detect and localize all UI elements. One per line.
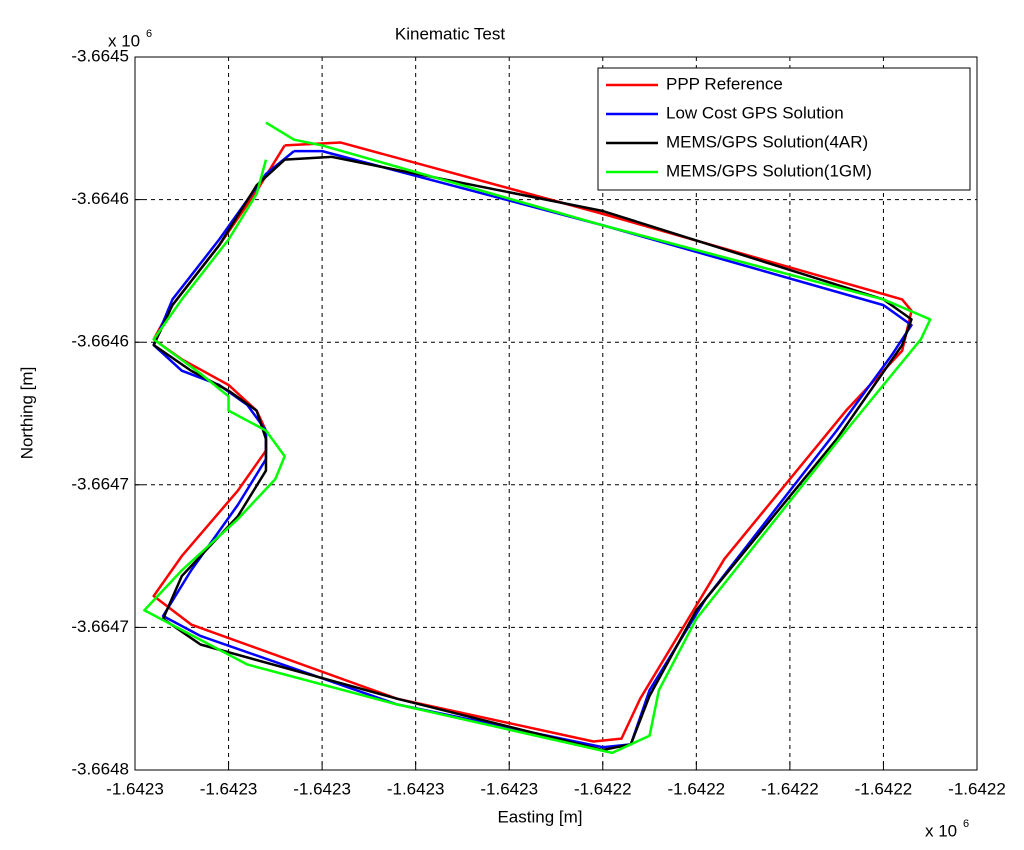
x-tick-label: -1.6423 [480,779,538,798]
x-multiplier-exp: 6 [963,818,969,830]
x-tick-label: -1.6422 [761,779,819,798]
x-tick-label: -1.6423 [293,779,351,798]
legend-box [597,67,971,191]
x-tick-label: -1.6423 [106,779,164,798]
y-tick-label: -3.6648 [71,759,129,778]
y-tick-label: -3.6646 [71,332,129,351]
plot-frame [134,56,978,771]
legend-label: Low Cost GPS Solution [666,103,844,122]
y-tick-label: -3.6647 [71,474,129,493]
x-axis-label: Easting [m] [497,807,582,826]
chart-title: Kinematic Test [395,24,506,43]
x-tick-label: -1.6422 [667,779,725,798]
y-tick-label: -3.6646 [71,189,129,208]
series-line [143,121,932,755]
x-multiplier: x 10 [925,821,957,840]
legend-label: MEMS/GPS Solution(1GM) [666,161,872,180]
series-line [152,141,913,743]
x-tick-label: -1.6422 [855,779,913,798]
legend-label: MEMS/GPS Solution(4AR) [666,132,868,151]
y-multiplier-exp: 6 [146,28,152,40]
y-tick-label: -3.6647 [71,617,129,636]
legend-label: PPP Reference [666,74,783,93]
y-axis-label: Northing [m] [17,367,36,460]
series-line [152,149,913,749]
x-tick-label: -1.6423 [387,779,445,798]
x-tick-label: -1.6422 [574,779,632,798]
series-line [152,155,913,752]
y-tick-label: -3.6645 [71,46,129,65]
x-tick-label: -1.6423 [200,779,258,798]
x-tick-label: -1.6422 [948,779,1006,798]
y-multiplier: x 10 [108,31,140,50]
